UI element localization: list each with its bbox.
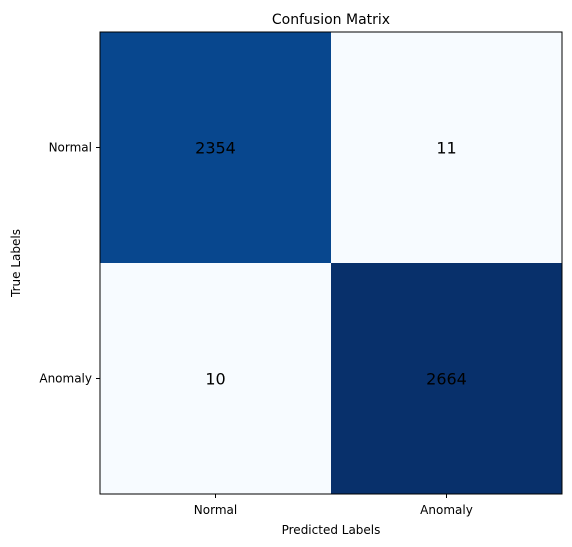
x-tick-label-normal: Normal — [194, 503, 237, 517]
heatmap-cell-anomaly-normal — [100, 263, 331, 494]
heatmap-cell-normal-anomaly — [331, 32, 562, 263]
plot-frame — [99, 31, 563, 495]
y-axis-label: True Labels — [9, 229, 23, 298]
chart-title: Confusion Matrix — [272, 12, 390, 28]
cell-value-anomaly-anomaly: 2664 — [426, 370, 467, 389]
x-axis-label: Predicted Labels — [282, 523, 381, 537]
cell-value-anomaly-normal: 10 — [205, 370, 225, 389]
heatmap-cell-normal-normal — [100, 32, 331, 263]
y-tick-label-anomaly: Anomaly — [39, 372, 92, 386]
heatmap-cells — [100, 32, 562, 494]
heatmap-cell-anomaly-anomaly — [331, 263, 562, 494]
x-tick-label-anomaly: Anomaly — [420, 503, 473, 517]
axis-ticks: Normal Anomaly Normal Anomaly — [39, 141, 472, 518]
cell-value-normal-anomaly: 11 — [436, 139, 456, 158]
heatmap-values: 2354 11 10 2664 — [195, 139, 467, 389]
cell-value-normal-normal: 2354 — [195, 139, 236, 158]
y-tick-label-normal: Normal — [49, 141, 92, 155]
